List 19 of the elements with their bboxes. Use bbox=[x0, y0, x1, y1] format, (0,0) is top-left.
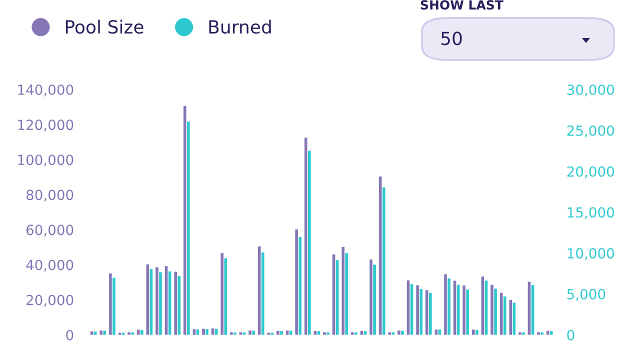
legend-label: Burned bbox=[209, 20, 271, 34]
text: 50 bbox=[441, 32, 462, 46]
y-tick-label: 40,000 bbox=[26, 260, 74, 272]
y-tick-label: 120,000 bbox=[18, 120, 74, 132]
y2-tick-label: 30,000 bbox=[567, 84, 614, 96]
y-tick-label: 60,000 bbox=[26, 224, 74, 237]
y2-tick-label: 20,000 bbox=[567, 166, 614, 178]
y2-tick-label: 25,000 bbox=[567, 125, 614, 138]
y2-tick-label: 0 bbox=[567, 330, 574, 340]
y-tick-label: 80,000 bbox=[26, 190, 74, 202]
y-tick-label: 100,000 bbox=[18, 154, 74, 167]
y2-tick-label: 5,000 bbox=[567, 288, 606, 301]
text: SHOW LAST bbox=[420, 0, 504, 10]
y-tick-label: 0 bbox=[66, 330, 74, 340]
y-tick-label: 140,000 bbox=[18, 84, 74, 96]
legend-label: Pool Size bbox=[66, 20, 144, 34]
y2-tick-label: 10,000 bbox=[568, 248, 614, 260]
y-tick-label: 20,000 bbox=[26, 294, 74, 307]
y2-tick-label: 15,000 bbox=[568, 207, 614, 220]
